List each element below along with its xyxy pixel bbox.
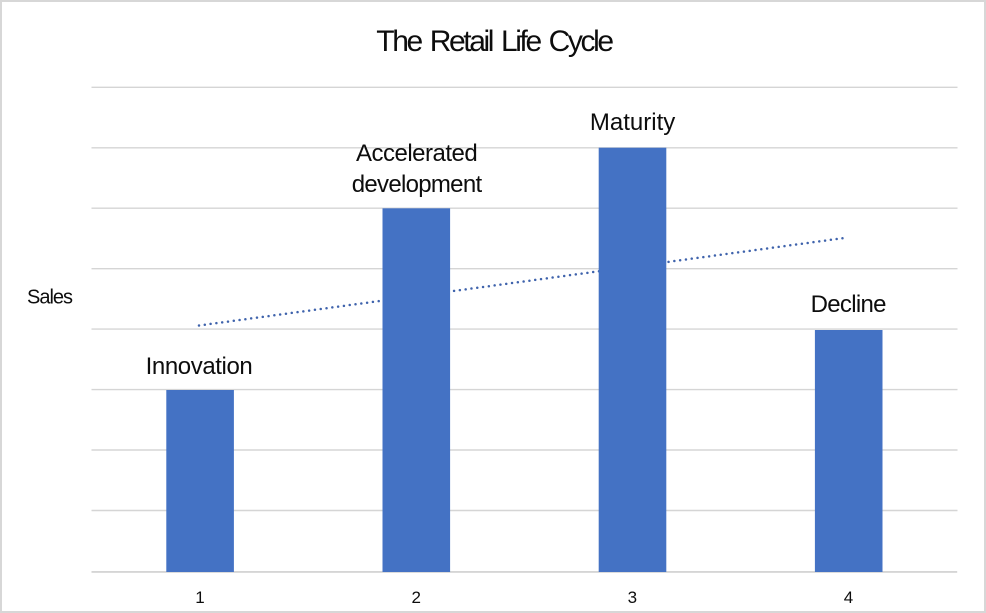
svg-text:4: 4	[844, 588, 853, 607]
svg-text:1: 1	[195, 588, 204, 607]
svg-text:The Retail Life Cycle: The Retail Life Cycle	[376, 25, 613, 58]
svg-text:Accelerated: Accelerated	[356, 140, 477, 167]
svg-text:Innovation: Innovation	[146, 353, 253, 380]
svg-text:3: 3	[628, 588, 637, 607]
svg-text:development: development	[352, 171, 483, 198]
svg-text:Maturity: Maturity	[590, 109, 675, 136]
svg-text:Decline: Decline	[811, 291, 886, 318]
svg-text:2: 2	[411, 588, 420, 607]
svg-text:Sales: Sales	[27, 287, 73, 309]
